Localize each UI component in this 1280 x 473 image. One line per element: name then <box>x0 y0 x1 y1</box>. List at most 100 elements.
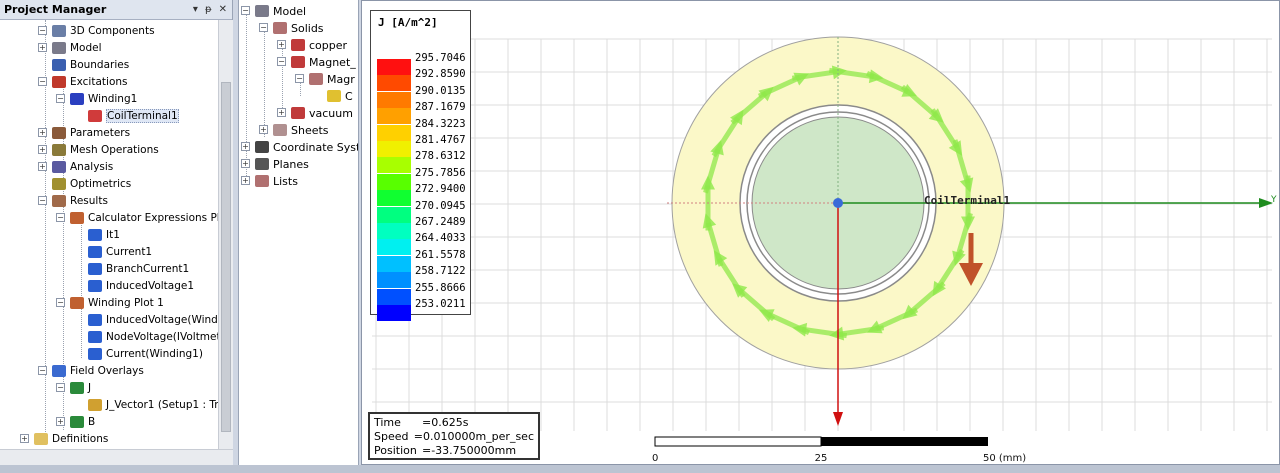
model-tree-item[interactable]: Solids <box>273 20 324 36</box>
legend-swatch <box>377 239 411 256</box>
field-canvas[interactable]: CoilTerminal1 Y 0 25 50 (mm) <box>362 1 1279 464</box>
legend-value: 292.8590 <box>415 68 466 81</box>
color-legend: J [A/m^2] 295.7046 292.8590 290.0135 287.16… <box>370 10 471 321</box>
legend-value: 284.3223 <box>415 117 466 130</box>
tree-item-label: CoilTerminal1 <box>106 109 179 123</box>
tree-item[interactable]: BranchCurrent1 <box>88 261 189 277</box>
tree-item[interactable]: Field Overlays <box>52 363 144 379</box>
tree-item[interactable]: 3D Components <box>52 23 155 39</box>
tree-expander[interactable]: − <box>277 57 286 66</box>
tree-expander[interactable]: − <box>241 6 250 15</box>
tree-expander[interactable]: − <box>38 26 47 35</box>
pin-icon[interactable]: ᵽ <box>204 4 212 15</box>
dropdown-icon[interactable]: ▾ <box>192 4 198 15</box>
tree-item[interactable]: InducedVoltage1 <box>88 278 194 294</box>
current-density-vectors <box>701 65 975 341</box>
tree-item[interactable]: Mesh Operations <box>52 142 159 158</box>
scale-bar-white <box>654 436 822 447</box>
axis-x-arrowhead <box>833 412 843 426</box>
legend-swatch <box>377 91 411 108</box>
mesh-icon <box>52 144 66 156</box>
trace-icon <box>88 280 102 292</box>
axis-y-arrowhead <box>1259 198 1273 208</box>
tree-item[interactable]: Boundaries <box>52 57 129 73</box>
model-tree-item-label: Solids <box>291 21 324 35</box>
vertical-scrollbar[interactable] <box>218 20 233 450</box>
tree-item[interactable]: J <box>70 380 91 396</box>
tree-item[interactable]: It1 <box>88 227 120 243</box>
tree-item[interactable]: Current1 <box>88 244 152 260</box>
model-tree-item[interactable]: Sheets <box>273 122 329 138</box>
tree-expander[interactable]: + <box>38 162 47 171</box>
model-tree-item[interactable]: Magr <box>309 71 355 87</box>
tree-item[interactable]: Optimetrics <box>52 176 131 192</box>
tree-item-label: Mesh Operations <box>70 144 159 156</box>
tree-item[interactable]: Definitions <box>34 431 108 445</box>
tree-expander[interactable]: + <box>241 159 250 168</box>
tree-expander[interactable]: − <box>56 383 65 392</box>
tree-item-label: Analysis <box>70 161 114 173</box>
tree-expander[interactable]: + <box>56 417 65 426</box>
tree-expander[interactable]: + <box>20 434 29 443</box>
tree-item[interactable]: Model <box>52 40 102 56</box>
trace-icon <box>88 246 102 258</box>
tree-item[interactable]: Current(Winding1) <box>88 346 203 362</box>
model-tree-item-label: Magnet_ <box>309 55 356 69</box>
close-icon[interactable]: ✕ <box>218 4 227 15</box>
tree-item[interactable]: Winding Plot 1 <box>70 295 164 311</box>
tree-expander[interactable]: + <box>241 176 250 185</box>
tree-item[interactable]: Winding1 <box>70 91 137 107</box>
tree-expander[interactable]: + <box>38 43 47 52</box>
tree-item[interactable]: NodeVoltage(IVoltmeter) <box>88 329 218 345</box>
tree-item[interactable]: Results <box>52 193 108 209</box>
tree-item[interactable]: InducedVoltage(Winding1) <box>88 312 218 328</box>
legend-swatch <box>377 206 411 223</box>
tree-expander[interactable]: + <box>38 128 47 137</box>
tree-item[interactable]: Calculator Expressions Plot 1 <box>70 210 218 226</box>
tree-expander[interactable]: + <box>38 145 47 154</box>
tree-item[interactable]: Excitations <box>52 74 128 90</box>
tree-expander[interactable]: − <box>56 298 65 307</box>
tree-expander[interactable]: − <box>38 77 47 86</box>
tree-item[interactable]: CoilTerminal1 <box>88 108 179 124</box>
model-tree-item[interactable]: C <box>327 88 353 104</box>
tree-item-label: InducedVoltage(Winding1) <box>106 314 218 326</box>
model-tree-item[interactable]: Lists <box>255 173 298 189</box>
tree-expander[interactable]: − <box>259 23 268 32</box>
model-tree-item[interactable]: Planes <box>255 156 309 172</box>
model-tree-item[interactable]: copper <box>291 37 347 53</box>
tree-item-label: Winding Plot 1 <box>88 297 164 309</box>
tree-item[interactable]: Parameters <box>52 125 130 141</box>
legend-swatch <box>377 141 411 157</box>
time-label: Time <box>374 416 401 429</box>
tree-item-label: NodeVoltage(IVoltmeter) <box>106 331 218 343</box>
model-tree-item[interactable]: Magnet_ <box>291 54 356 70</box>
tree-expander[interactable]: + <box>259 125 268 134</box>
scrollbar-thumb[interactable] <box>221 82 231 432</box>
results-icon <box>52 195 66 207</box>
vector-plot-icon <box>88 399 102 411</box>
tree-item[interactable]: J_Vector1 (Setup1 : Transient) <box>88 397 218 413</box>
tree-expander[interactable]: + <box>277 40 286 49</box>
tree-expander[interactable]: + <box>241 142 250 151</box>
tree-expander[interactable]: + <box>277 108 286 117</box>
tree-item[interactable]: B <box>70 414 95 430</box>
tree-expander[interactable]: − <box>56 213 65 222</box>
field-viewport[interactable]: CoilTerminal1 Y 0 25 50 (mm) J [A/m^2] 295.7… <box>361 0 1280 465</box>
model-tree-item[interactable]: vacuum <box>291 105 353 121</box>
model-tree-item[interactable]: Model <box>255 3 306 19</box>
tree-expander[interactable]: − <box>38 366 47 375</box>
tree-item-label: Results <box>70 195 108 207</box>
legend-value: 261.5578 <box>415 248 466 261</box>
tree-item[interactable]: Analysis <box>52 159 113 175</box>
tree-expander[interactable]: − <box>295 74 304 83</box>
horizontal-scrollbar[interactable] <box>0 449 233 465</box>
axis-y-label: Y <box>1270 195 1277 205</box>
panel-splitter[interactable] <box>233 0 238 473</box>
field-plot-icon <box>70 382 84 394</box>
tree-expander[interactable]: − <box>38 196 47 205</box>
model-tree-item[interactable]: Coordinate Syst <box>255 139 358 155</box>
tree-expander[interactable]: − <box>56 94 65 103</box>
coordinate-icon <box>255 141 269 153</box>
legend-value: 287.1679 <box>415 101 466 114</box>
